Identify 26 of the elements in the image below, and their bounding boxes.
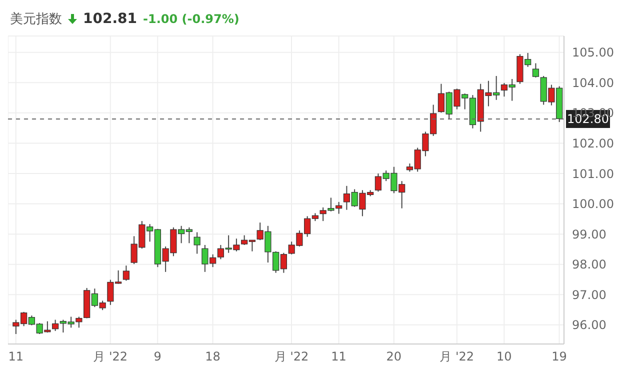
text: -1.00 (-0.97%) bbox=[143, 12, 240, 26]
chart-title: 美元指数 bbox=[10, 11, 62, 28]
y-tick-label: 97.00 bbox=[572, 288, 606, 302]
x-tick-label: 9 bbox=[154, 350, 162, 364]
x-tick-label: 19 bbox=[552, 350, 567, 364]
y-tick-label: 105.00 bbox=[572, 46, 614, 60]
y-tick-label: 101.00 bbox=[572, 166, 614, 181]
candlestick bbox=[194, 232, 200, 254]
x-tick-label: 20 bbox=[386, 350, 402, 364]
candlestick bbox=[52, 319, 59, 332]
y-tick-label: 99.00 bbox=[572, 227, 606, 242]
y-tick-label: 104.00 bbox=[572, 76, 614, 90]
candlestick bbox=[122, 265, 130, 282]
x-tick-label: 月 '22 bbox=[274, 350, 309, 364]
x-tick-label: 11 bbox=[331, 350, 346, 364]
x-tick-label: 11 bbox=[8, 350, 24, 364]
x-tick-label: 10 bbox=[496, 350, 512, 364]
chart-subtitle: 102.81 bbox=[83, 11, 138, 27]
y-tick-label: 96.00 bbox=[572, 318, 606, 332]
y-tick-label: 98.00 bbox=[572, 258, 606, 272]
x-tick-label: 18 bbox=[205, 350, 220, 364]
x-tick-label: 月 '22 bbox=[440, 350, 474, 364]
x-tick-label: 月 '22 bbox=[93, 350, 128, 364]
y-tick-label: 100.00 bbox=[572, 197, 614, 212]
y-tick-label: 102.00 bbox=[572, 136, 614, 150]
candlestick bbox=[532, 62, 540, 78]
